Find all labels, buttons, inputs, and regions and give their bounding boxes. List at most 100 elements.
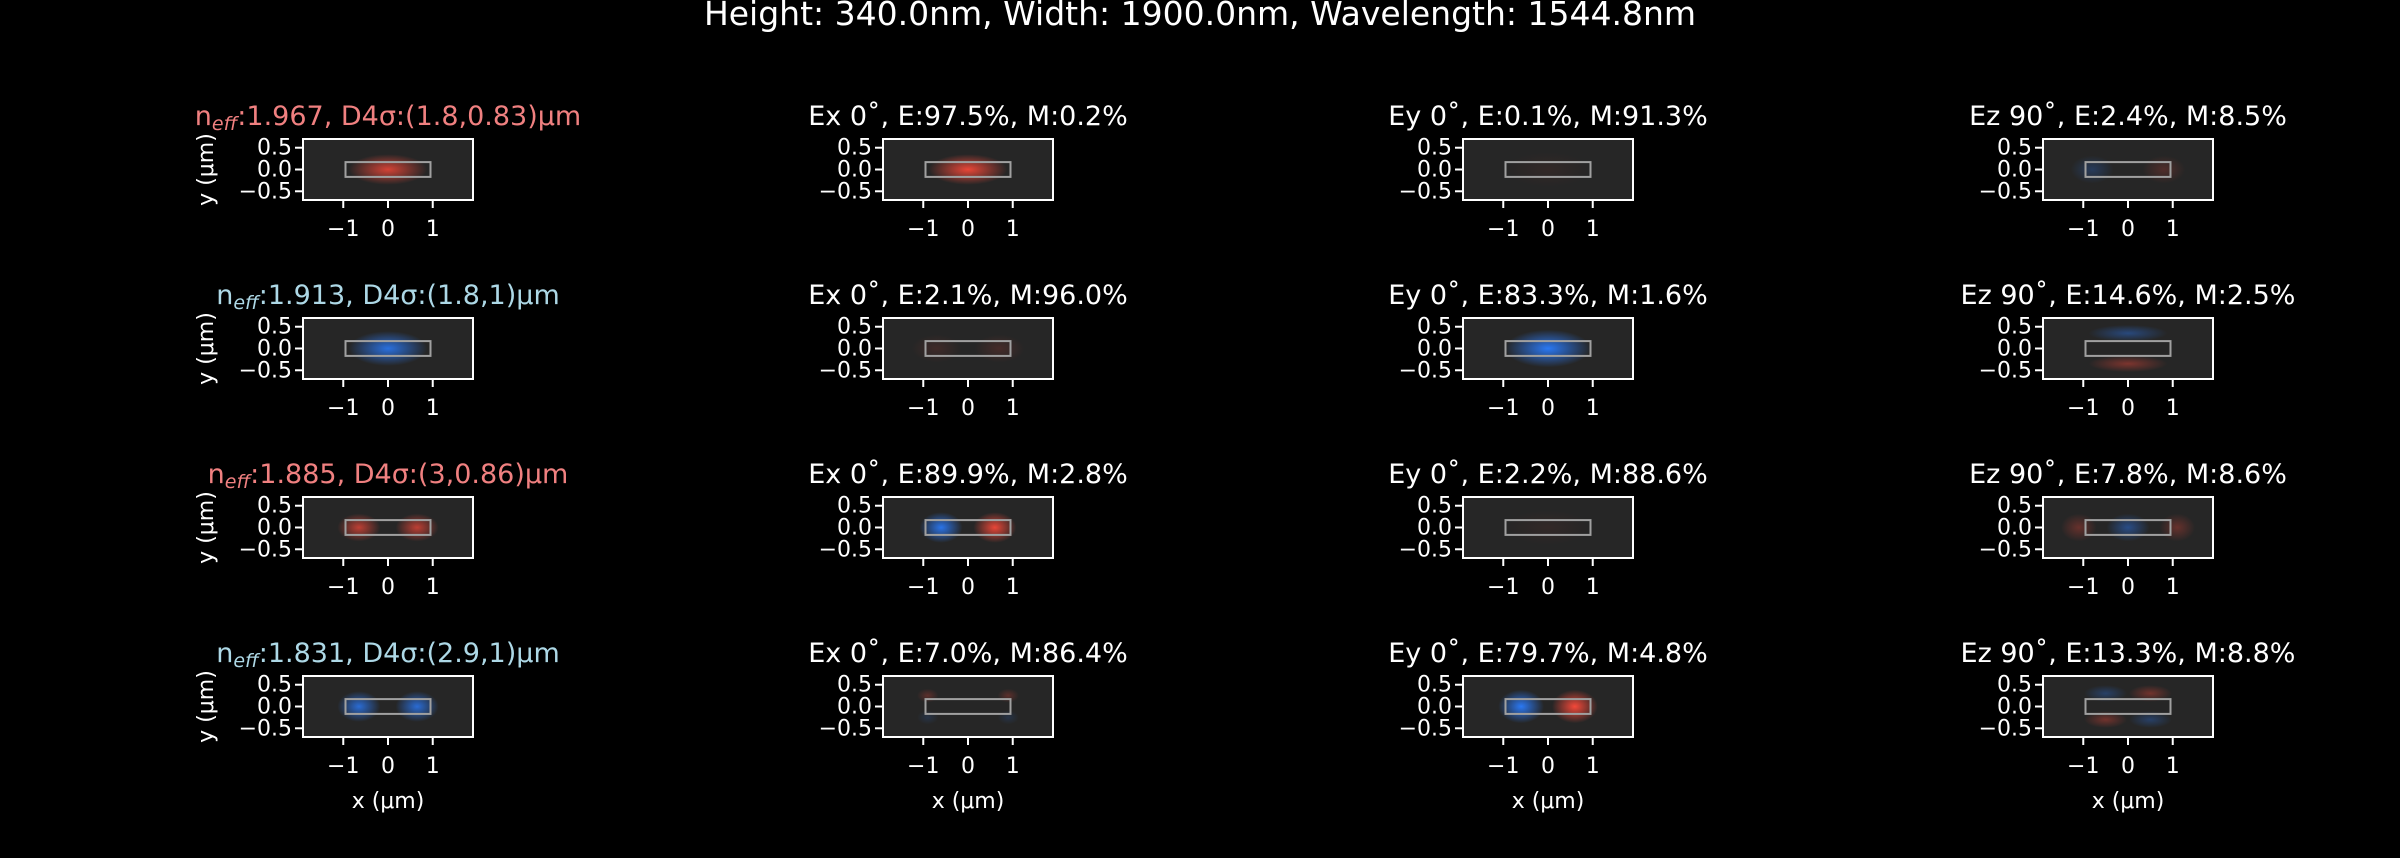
y-tick-label: 0.5 <box>1997 673 2032 698</box>
x-tick-label: −1 <box>907 754 939 779</box>
x-tick-label: 1 <box>2166 217 2180 242</box>
field-lobe <box>2088 324 2168 342</box>
y-tick-label: −0.5 <box>1399 179 1452 204</box>
component-title: Ex 0˚, E:2.1%, M:96.0% <box>808 280 1128 311</box>
x-tick-label: 1 <box>426 217 440 242</box>
field-panel: −1 0 1 0.50.0−0.5 neff:1.967, D4σ:(1.8,0.83)… <box>194 101 581 242</box>
y-tick-label: 0.0 <box>837 695 872 720</box>
y-tick-label: 0.5 <box>1997 494 2032 519</box>
y-tick-label: 0.5 <box>837 494 872 519</box>
field-panel: −1 0 1 0.50.0−0.5 neff:1.913, D4σ:(1.8,1)μmy… <box>194 280 560 421</box>
field-panel: −1 0 1 0.50.0−0.5 Ex 0˚, E:2.1%, M:96.0% <box>808 280 1128 421</box>
panel-background <box>883 676 1053 737</box>
core-outline <box>1504 698 1592 715</box>
x-tick-label: −1 <box>327 575 359 600</box>
field-panel: −1 0 1 0.50.0−0.5 Ey 0˚, E:83.3%, M:1.6% <box>1388 280 1708 421</box>
field-lobe <box>917 710 939 725</box>
y-tick-label: −0.5 <box>1399 537 1452 562</box>
x-tick-label: −1 <box>2067 396 2099 421</box>
component-title: Ez 90˚, E:14.6%, M:2.5% <box>1961 280 2296 311</box>
x-tick-label: 0 <box>1541 754 1555 779</box>
field-lobe <box>928 154 1008 185</box>
x-tick-label: 1 <box>1006 575 1020 600</box>
x-tick-label: −1 <box>327 217 359 242</box>
x-tick-label: −1 <box>2067 575 2099 600</box>
x-tick-label: 0 <box>2121 575 2135 600</box>
panel-background <box>883 497 1053 558</box>
field-lobe <box>395 513 439 542</box>
y-tick-label: −0.5 <box>239 179 292 204</box>
core-outline <box>924 698 1012 715</box>
x-tick-label: 0 <box>961 396 975 421</box>
x-tick-label: 1 <box>1006 217 1020 242</box>
component-title: Ex 0˚, E:7.0%, M:86.4% <box>808 638 1128 669</box>
y-tick-label: 0.5 <box>257 136 292 161</box>
x-tick-label: −1 <box>327 754 359 779</box>
x-tick-label: 0 <box>961 217 975 242</box>
x-tick-label: 0 <box>381 575 395 600</box>
field-panel: −1 0 1 0.50.0−0.5 Ez 90˚, E:13.3%, M:8.8% x (… <box>1961 638 2296 814</box>
x-tick-label: −1 <box>907 396 939 421</box>
y-tick-label: −0.5 <box>239 537 292 562</box>
field-lobe <box>337 513 381 542</box>
y-tick-label: 0.5 <box>257 315 292 340</box>
field-lobe <box>2084 711 2128 728</box>
y-tick-label: 0.5 <box>1417 136 1452 161</box>
x-tick-label: 0 <box>381 396 395 421</box>
component-title: Ey 0˚, E:2.2%, M:88.6% <box>1388 459 1708 490</box>
y-tick-label: −0.5 <box>1399 716 1452 741</box>
x-tick-label: 1 <box>1006 754 1020 779</box>
field-panel: −1 0 1 0.50.0−0.5 Ez 90˚, E:7.8%, M:8.6% <box>1969 459 2287 600</box>
y-tick-label: −0.5 <box>819 358 872 383</box>
x-tick-label: −1 <box>2067 217 2099 242</box>
field-panel: −1 0 1 0.50.0−0.5 Ez 90˚, E:2.4%, M:8.5% <box>1969 101 2287 242</box>
y-tick-label: 0.0 <box>257 695 292 720</box>
component-title: Ez 90˚, E:7.8%, M:8.6% <box>1969 459 2287 490</box>
mode-title: neff:1.967, D4σ:(1.8,0.83)μm <box>195 101 581 135</box>
core-outline <box>924 340 1012 357</box>
x-axis-label: x (μm) <box>352 789 425 814</box>
y-tick-label: 0.5 <box>837 315 872 340</box>
x-tick-label: 1 <box>2166 754 2180 779</box>
x-tick-label: −1 <box>1487 217 1519 242</box>
field-lobe <box>911 334 962 363</box>
x-tick-label: 1 <box>2166 575 2180 600</box>
panel-background <box>303 497 473 558</box>
y-tick-label: 0.0 <box>1417 337 1452 362</box>
y-tick-label: −0.5 <box>239 716 292 741</box>
x-tick-label: −1 <box>1487 575 1519 600</box>
field-panel: −1 0 1 0.50.0−0.5 neff:1.885, D4σ:(3,0.86)μm… <box>194 459 568 600</box>
component-title: Ey 0˚, E:83.3%, M:1.6% <box>1388 280 1708 311</box>
y-tick-label: 0.0 <box>1417 158 1452 183</box>
y-tick-label: −0.5 <box>819 179 872 204</box>
x-axis-label: x (μm) <box>932 789 1005 814</box>
x-tick-label: 1 <box>426 396 440 421</box>
field-lobe <box>2070 155 2114 184</box>
component-title: Ex 0˚, E:89.9%, M:2.8% <box>808 459 1128 490</box>
panel-background <box>303 676 473 737</box>
x-tick-label: 1 <box>1586 396 1600 421</box>
y-tick-label: 0.5 <box>257 673 292 698</box>
field-panel: −1 0 1 0.50.0−0.5 Ey 0˚, E:79.7%, M:4.8% x (μ… <box>1388 638 1708 814</box>
x-axis-label: x (μm) <box>1512 789 1585 814</box>
component-title: Ez 90˚, E:2.4%, M:8.5% <box>1969 101 2287 132</box>
core-outline <box>344 698 432 715</box>
x-tick-label: 1 <box>1586 575 1600 600</box>
mode-title: neff:1.885, D4σ:(3,0.86)μm <box>208 459 569 493</box>
core-outline <box>2084 698 2172 715</box>
field-panel: −1 0 1 0.50.0−0.5 Ex 0˚, E:97.5%, M:0.2% <box>808 101 1128 242</box>
x-tick-label: 0 <box>1541 396 1555 421</box>
y-axis-label: y (μm) <box>194 312 219 385</box>
y-tick-label: 0.5 <box>837 136 872 161</box>
field-lobe <box>2159 513 2196 542</box>
y-tick-label: −0.5 <box>1399 358 1452 383</box>
field-lobe <box>1505 329 1591 368</box>
core-outline <box>344 161 432 178</box>
field-lobe <box>997 688 1020 703</box>
component-title: Ez 90˚, E:13.3%, M:8.8% <box>1961 638 2296 669</box>
component-title: Ey 0˚, E:79.7%, M:4.8% <box>1388 638 1708 669</box>
mode-title: neff:1.831, D4σ:(2.9,1)μm <box>216 638 560 672</box>
component-title: Ex 0˚, E:97.5%, M:0.2% <box>808 101 1128 132</box>
field-lobe <box>1505 510 1591 545</box>
core-outline <box>1504 519 1592 536</box>
